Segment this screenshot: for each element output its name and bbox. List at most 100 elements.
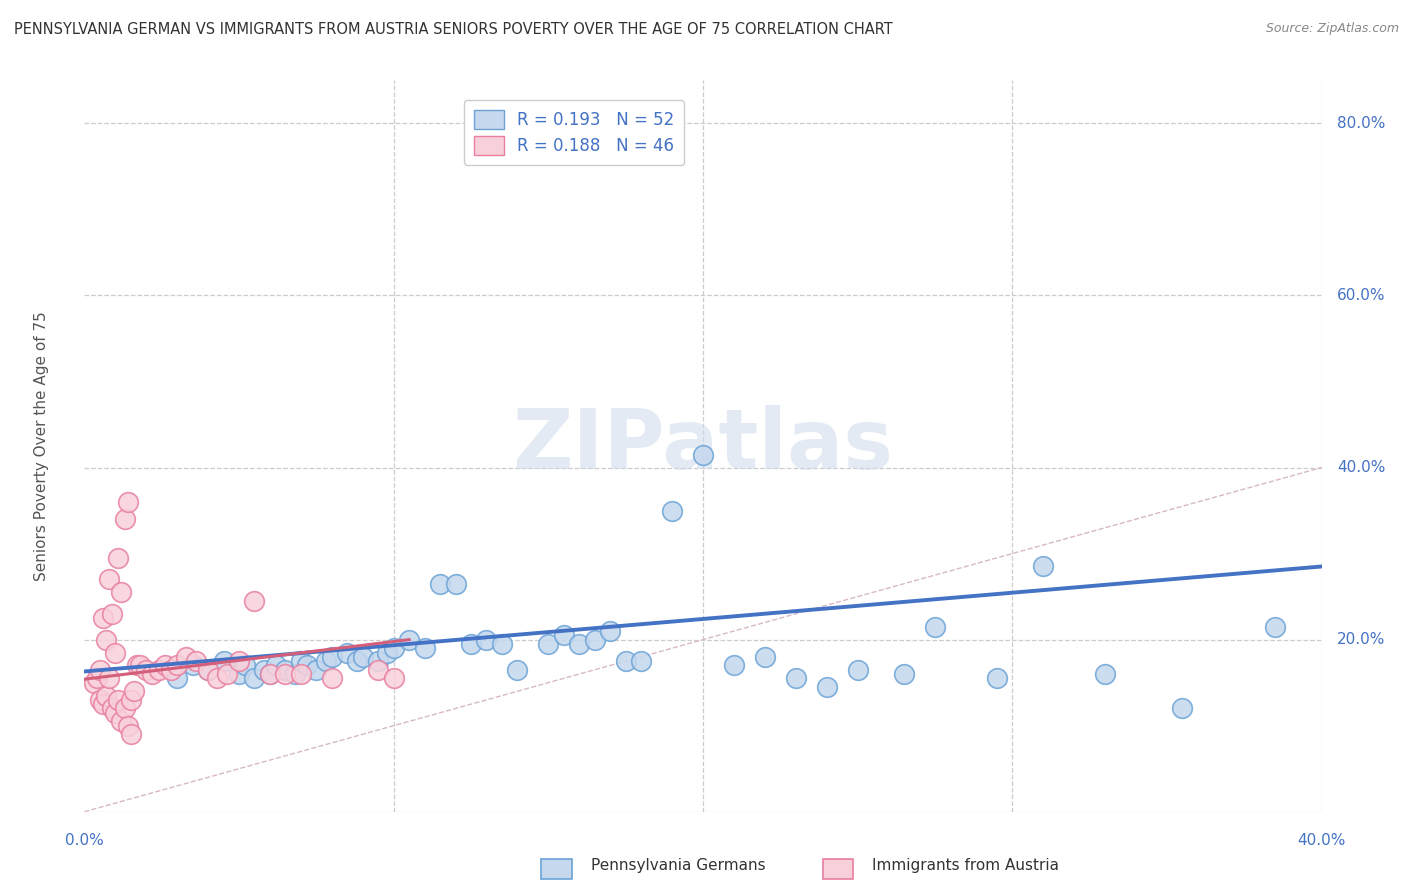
Text: Seniors Poverty Over the Age of 75: Seniors Poverty Over the Age of 75 — [34, 311, 49, 581]
Point — [382, 671, 405, 685]
Point — [274, 667, 297, 681]
Point — [122, 684, 145, 698]
Point — [215, 667, 238, 681]
Point — [630, 654, 652, 668]
Point — [166, 658, 188, 673]
Text: Immigrants from Austria: Immigrants from Austria — [872, 858, 1059, 872]
Point — [181, 658, 204, 673]
Point — [1264, 620, 1286, 634]
Point — [129, 658, 152, 673]
Text: Pennsylvania Germans: Pennsylvania Germans — [591, 858, 765, 872]
Point — [197, 663, 219, 677]
Point — [264, 658, 287, 673]
Point — [321, 671, 343, 685]
Point — [98, 573, 121, 587]
Point — [568, 637, 591, 651]
Point — [243, 594, 266, 608]
Text: PENNSYLVANIA GERMAN VS IMMIGRANTS FROM AUSTRIA SENIORS POVERTY OVER THE AGE OF 7: PENNSYLVANIA GERMAN VS IMMIGRANTS FROM A… — [14, 22, 893, 37]
Point — [110, 714, 132, 729]
Text: 60.0%: 60.0% — [1337, 288, 1385, 303]
Point — [114, 512, 136, 526]
Point — [117, 719, 139, 733]
Point — [290, 667, 312, 681]
Point — [120, 727, 142, 741]
Point — [398, 632, 420, 647]
Point — [986, 671, 1008, 685]
Text: ZIPatlas: ZIPatlas — [513, 406, 893, 486]
Point — [413, 641, 436, 656]
Point — [253, 663, 276, 677]
Point — [104, 646, 127, 660]
Point — [114, 701, 136, 715]
Point — [352, 649, 374, 664]
Point — [110, 585, 132, 599]
Point — [924, 620, 946, 634]
Point — [101, 607, 124, 621]
Point — [148, 663, 170, 677]
Point — [197, 663, 219, 677]
Point — [120, 693, 142, 707]
Point — [107, 693, 129, 707]
Point — [367, 663, 389, 677]
Point — [846, 663, 869, 677]
Point — [429, 576, 451, 591]
Point — [815, 680, 838, 694]
Point — [94, 689, 117, 703]
Point — [94, 632, 117, 647]
Point — [785, 671, 807, 685]
Point — [315, 654, 337, 668]
Text: 20.0%: 20.0% — [1337, 632, 1385, 647]
Point — [212, 654, 235, 668]
Point — [321, 649, 343, 664]
Point — [141, 667, 163, 681]
Point — [491, 637, 513, 651]
Point — [91, 611, 114, 625]
Point — [290, 654, 312, 668]
Point — [377, 646, 399, 660]
Point — [1171, 701, 1194, 715]
Point — [233, 658, 256, 673]
Point — [893, 667, 915, 681]
Point — [1094, 667, 1116, 681]
Point — [382, 641, 405, 656]
Point — [295, 658, 318, 673]
Point — [661, 503, 683, 517]
Text: 80.0%: 80.0% — [1337, 116, 1385, 131]
Text: Source: ZipAtlas.com: Source: ZipAtlas.com — [1265, 22, 1399, 36]
Point — [259, 667, 281, 681]
Point — [444, 576, 467, 591]
Point — [259, 667, 281, 681]
Point — [83, 675, 105, 690]
Point — [305, 663, 328, 677]
Point — [207, 671, 229, 685]
Point — [599, 624, 621, 638]
Legend: R = 0.193   N = 52, R = 0.188   N = 46: R = 0.193 N = 52, R = 0.188 N = 46 — [464, 100, 685, 165]
Point — [284, 667, 307, 681]
Point — [1032, 559, 1054, 574]
Point — [86, 671, 108, 685]
Point — [135, 663, 157, 677]
Point — [367, 654, 389, 668]
Point — [243, 671, 266, 685]
Point — [692, 448, 714, 462]
Point — [475, 632, 498, 647]
Point — [166, 671, 188, 685]
Point — [89, 693, 111, 707]
Point — [506, 663, 529, 677]
Point — [460, 637, 482, 651]
Text: 0.0%: 0.0% — [65, 833, 104, 848]
Point — [228, 667, 250, 681]
Point — [125, 658, 148, 673]
Point — [160, 663, 183, 677]
Point — [553, 628, 575, 642]
Point — [101, 701, 124, 715]
Point — [117, 495, 139, 509]
Point — [89, 663, 111, 677]
Point — [583, 632, 606, 647]
Point — [104, 706, 127, 720]
Point — [91, 697, 114, 711]
Text: 40.0%: 40.0% — [1337, 460, 1385, 475]
Point — [107, 550, 129, 565]
Point — [176, 649, 198, 664]
Point — [614, 654, 637, 668]
